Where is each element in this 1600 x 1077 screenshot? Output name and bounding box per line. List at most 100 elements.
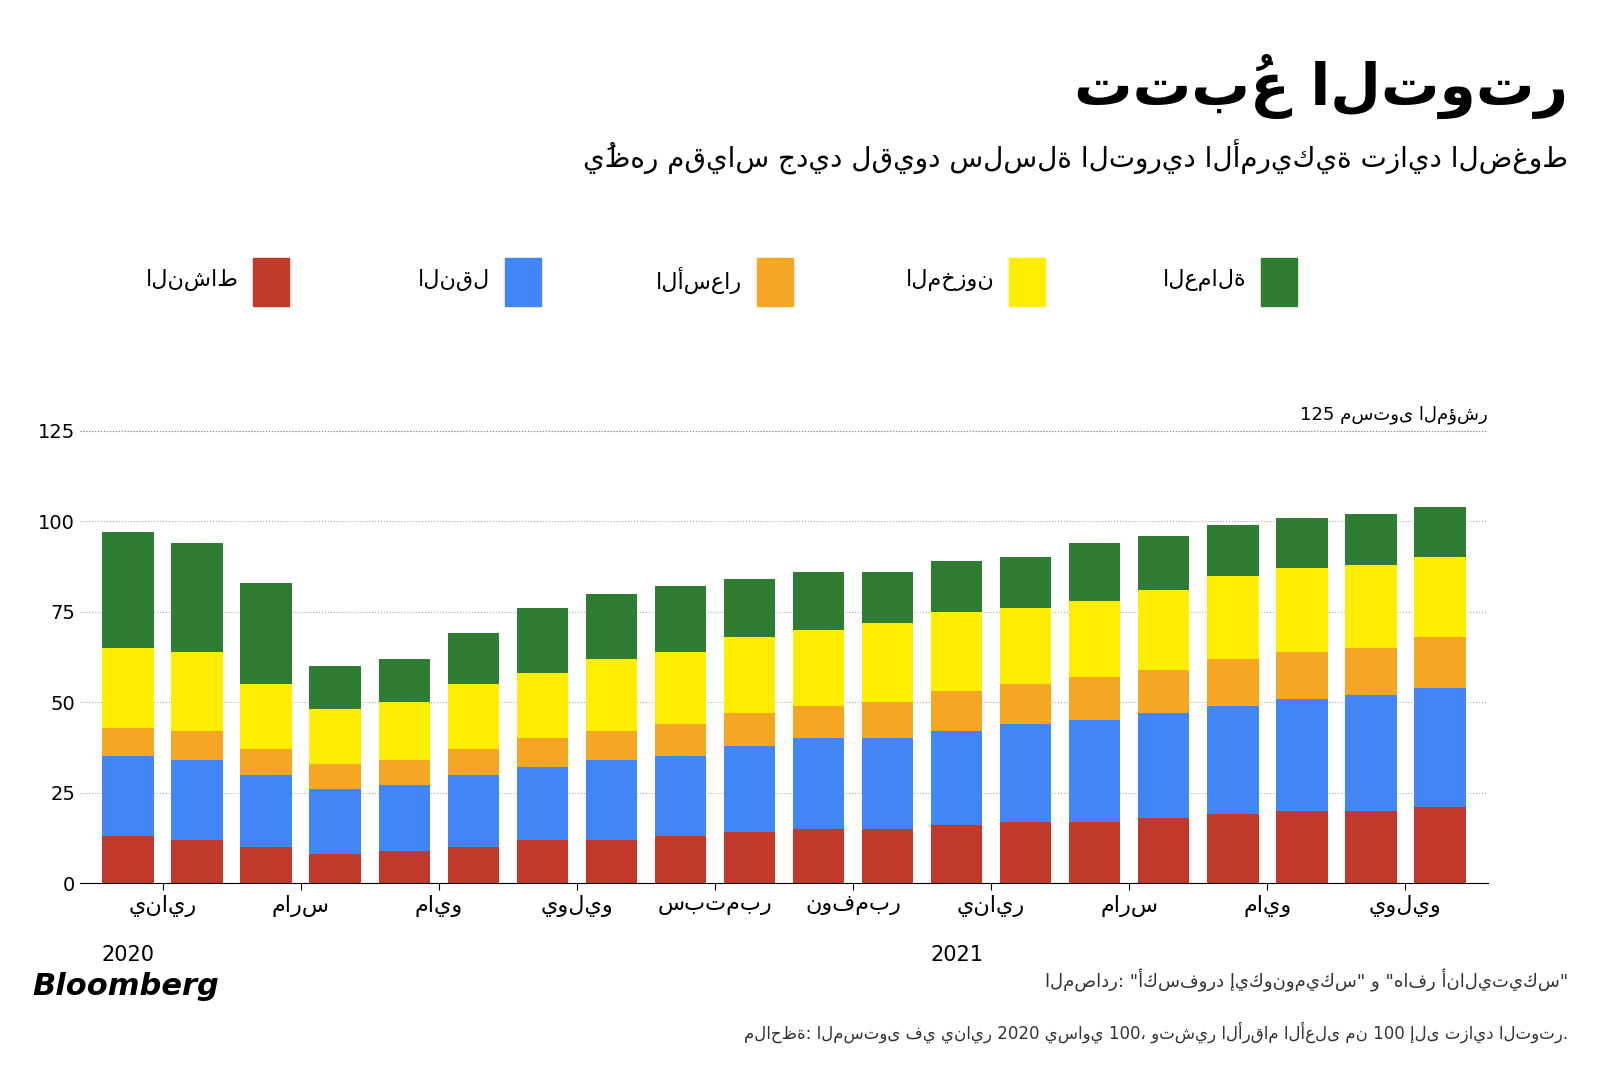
Bar [240,847,293,883]
Text: 2021: 2021 [930,945,982,965]
Text: الأسعار: الأسعار [656,266,742,294]
Bar [1000,724,1051,822]
Bar [517,673,568,739]
Bar [506,258,541,306]
Bar [1000,609,1051,684]
Bar [102,532,154,648]
Bar [379,702,430,760]
Text: المخزون: المخزون [906,269,995,291]
Text: 2020: 2020 [102,945,155,965]
Bar [171,652,224,731]
Bar [931,561,982,612]
Bar [654,756,706,836]
Bar [792,739,845,829]
Text: العمالة: العمالة [1163,269,1246,291]
Bar [931,731,982,825]
Bar [1344,648,1397,695]
Bar [240,750,293,774]
Bar [1344,514,1397,564]
Bar [1069,676,1120,721]
Bar [240,684,293,750]
Bar [253,258,288,306]
Text: المصادر: "أكسفورد إيكونوميكس" و "هافر أناليتيكس": المصادر: "أكسفورد إيكونوميكس" و "هافر أن… [1045,968,1568,992]
Bar [1275,569,1328,652]
Bar [1000,558,1051,609]
Bar [792,630,845,705]
Bar [1010,258,1045,306]
Bar [1206,705,1259,814]
Bar [931,825,982,883]
Bar [309,764,362,789]
Bar [1206,659,1259,705]
Text: ملاحظة: المستوى في يناير 2020 يساوي 100، وتشير الأرقام الأعلى من 100 إلى تزايد ا: ملاحظة: المستوى في يناير 2020 يساوي 100،… [744,1021,1568,1043]
Text: تتبُع التوتر: تتبُع التوتر [1074,54,1568,118]
Bar [586,760,637,840]
Bar [1344,564,1397,648]
Bar [379,851,430,883]
Bar [862,623,914,702]
Bar [171,731,224,760]
Bar [448,774,499,847]
Bar [448,684,499,750]
Bar [862,829,914,883]
Bar [654,836,706,883]
Bar [1344,695,1397,811]
Bar [517,739,568,767]
Bar [723,713,776,745]
Bar [448,633,499,684]
Bar [1414,807,1466,883]
Bar [309,666,362,710]
Bar [931,612,982,691]
Text: النقل: النقل [418,269,491,291]
Bar [240,774,293,847]
Bar [862,572,914,623]
Bar [1344,811,1397,883]
Bar [1414,558,1466,638]
Bar [792,572,845,630]
Bar [1206,524,1259,575]
Bar [586,840,637,883]
Text: 125 مستوى المؤشر: 125 مستوى المؤشر [1301,405,1488,423]
Bar [862,702,914,739]
Bar [379,659,430,702]
Bar [1414,688,1466,807]
Bar [654,652,706,724]
Bar [1000,684,1051,724]
Text: النشاط: النشاط [146,269,238,291]
Bar [1275,518,1328,569]
Bar [171,543,224,652]
Bar [862,739,914,829]
Bar [1206,814,1259,883]
Bar [792,829,845,883]
Bar [171,760,224,840]
Bar [102,756,154,836]
Text: Bloomberg: Bloomberg [32,973,219,1001]
Bar [1000,822,1051,883]
Bar [1414,507,1466,558]
Bar [1138,590,1189,670]
Bar [1138,535,1189,590]
Bar [723,638,776,713]
Bar [1261,258,1296,306]
Bar [723,745,776,833]
Bar [102,728,154,756]
Text: يُظهر مقياس جديد لقيود سلسلة التوريد الأمريكية تزايد الضغوط: يُظهر مقياس جديد لقيود سلسلة التوريد الأ… [582,140,1568,176]
Bar [517,609,568,673]
Bar [1138,670,1189,713]
Bar [654,586,706,652]
Bar [102,648,154,728]
Bar [931,691,982,731]
Bar [654,724,706,756]
Bar [309,854,362,883]
Bar [723,833,776,883]
Bar [517,840,568,883]
Bar [1206,575,1259,659]
Bar [586,659,637,731]
Bar [1275,652,1328,699]
Bar [1275,811,1328,883]
Bar [309,789,362,854]
Bar [1275,699,1328,811]
Bar [1069,822,1120,883]
Bar [309,710,362,764]
Bar [1138,713,1189,819]
